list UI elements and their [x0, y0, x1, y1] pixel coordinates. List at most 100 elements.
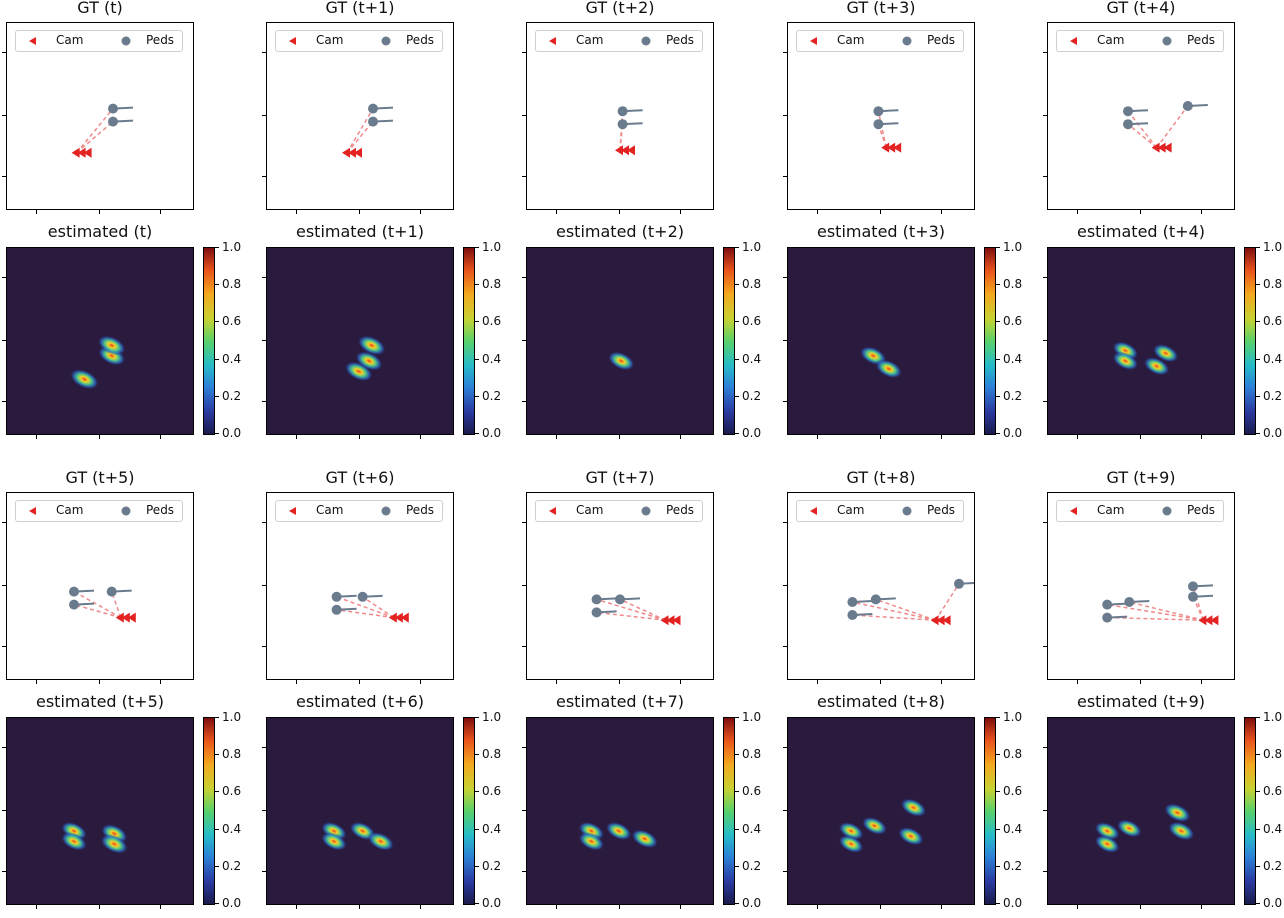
x-axis-tick	[1201, 435, 1203, 439]
colorbar-tick	[735, 358, 739, 360]
y-axis-tick	[522, 521, 526, 523]
x-axis-tick	[680, 680, 682, 684]
colorbar	[1244, 717, 1256, 905]
colorbar-tick-label: 0.4	[222, 821, 242, 836]
colorbar-tick	[996, 433, 1000, 434]
y-axis-tick	[783, 401, 787, 403]
legend-peds-label: Peds	[146, 33, 175, 47]
x-axis-tick	[295, 905, 297, 909]
cam-marker	[672, 615, 681, 626]
heatmap-blob	[97, 335, 126, 356]
y-axis-tick	[262, 521, 266, 523]
gt-panel: GT (t+7) Cam Peds	[522, 468, 766, 700]
heatmap-area	[1047, 717, 1235, 905]
cam-ped-link	[1155, 105, 1189, 149]
panel-title: estimated (t+4)	[1077, 222, 1205, 241]
y-axis-tick	[783, 585, 787, 586]
gt-panel: GT (t+2) Cam Peds	[522, 0, 766, 230]
colorbar-tick	[996, 865, 1000, 867]
heatmap-panel: estimated (t+9) 1.0 0.8 0.6 0.4 0.2 0.0	[1043, 688, 1284, 918]
x-axis-tick	[160, 905, 162, 909]
legend-peds-marker	[381, 36, 391, 46]
colorbar-tick-label: 0.0	[482, 896, 502, 910]
cam-ped-link	[362, 596, 395, 619]
x-axis-tick	[816, 435, 818, 439]
colorbar-tick-label: 1.0	[482, 710, 502, 724]
heatmap-panel: estimated (t+7) 1.0 0.8 0.6 0.4 0.2 0.0	[522, 688, 766, 918]
heatmap-blob	[69, 368, 100, 390]
colorbar-tick-label: 0.2	[1003, 388, 1023, 403]
x-axis-tick	[680, 210, 682, 214]
x-axis-tick	[420, 210, 422, 214]
gt-panel: GT (t+5) Cam Peds	[2, 468, 246, 700]
cam-ped-link	[1129, 601, 1204, 621]
colorbar-tick-label: 0.8	[1003, 277, 1023, 292]
gt-plot-area: Cam Peds	[787, 492, 975, 680]
cam-marker	[627, 145, 635, 156]
legend: Cam Peds	[535, 30, 703, 52]
heatmap-panel: estimated (t+8) 1.0 0.8 0.6 0.4 0.2 0.0	[783, 688, 1027, 918]
cam-ped-link	[596, 598, 666, 621]
y-axis-tick	[522, 646, 526, 648]
y-axis-tick	[2, 521, 6, 523]
y-axis-tick	[522, 276, 526, 278]
colorbar-tick-label: 0.2	[1263, 388, 1283, 403]
x-axis-tick	[1201, 210, 1203, 214]
colorbar-tick-label: 0.6	[1263, 784, 1283, 799]
y-axis-tick	[2, 746, 6, 748]
y-axis-tick	[1043, 585, 1047, 586]
y-axis-tick	[2, 871, 6, 873]
colorbar-tick	[475, 433, 479, 434]
ped-marker	[870, 594, 881, 605]
gt-panel: GT (t) Cam Peds	[2, 0, 246, 230]
legend-cam-label: Cam	[576, 503, 604, 517]
x-axis-tick	[619, 905, 620, 909]
heatmap-blob	[861, 816, 888, 835]
gt-plot-area: Cam Peds	[1047, 492, 1235, 680]
y-axis-tick	[262, 276, 266, 278]
x-axis-tick	[420, 905, 422, 909]
x-axis-tick	[1076, 435, 1078, 439]
panel-title: GT (t+9)	[1106, 468, 1176, 487]
colorbar-tick	[996, 828, 1000, 830]
cam-marker	[1210, 615, 1219, 626]
cam-marker	[1157, 142, 1166, 153]
cam-ped-link	[852, 614, 936, 621]
cam-marker	[388, 612, 397, 623]
cam-marker	[394, 612, 403, 623]
colorbar-tick-label: 1.0	[482, 240, 502, 254]
y-axis-tick	[1043, 521, 1047, 523]
colorbar	[984, 247, 996, 435]
cam-ped-link	[1127, 123, 1158, 149]
colorbar-tick-label: 1.0	[742, 240, 762, 254]
colorbar-tick-label: 0.6	[482, 784, 502, 799]
legend-markers	[549, 36, 651, 46]
colorbar-tick-label: 0.6	[222, 784, 242, 799]
legend-peds-label: Peds	[406, 33, 435, 47]
gt-plot-area: Cam Peds	[526, 22, 714, 210]
legend-cam-marker	[1070, 37, 1077, 45]
legend-cam-label: Cam	[316, 33, 344, 47]
x-axis-tick	[1140, 905, 1141, 909]
colorbar-tick	[735, 828, 739, 830]
ped-marker	[615, 594, 625, 605]
x-axis-tick	[1201, 905, 1203, 909]
y-axis-tick	[783, 810, 787, 811]
x-axis-tick	[1140, 435, 1141, 439]
colorbar-tick-label: 0.6	[1003, 784, 1023, 799]
colorbar-tick-label: 0.6	[482, 314, 502, 329]
colorbar-tick	[215, 321, 219, 323]
y-axis-tick	[1043, 871, 1047, 873]
colorbar-tick-label: 0.4	[1263, 821, 1283, 836]
y-axis-tick	[522, 871, 526, 873]
cam-marker	[115, 612, 124, 623]
heatmap-panel: estimated (t+3) 1.0 0.8 0.6 0.4 0.2 0.0	[783, 218, 1027, 448]
colorbar-tick	[735, 321, 739, 323]
colorbar-tick-label: 0.2	[222, 858, 242, 873]
gt-panel: GT (t+8) Cam Peds	[783, 468, 1027, 700]
cam-marker	[942, 615, 951, 626]
heatmap-area	[6, 717, 194, 905]
x-axis-tick	[941, 680, 943, 684]
x-axis-tick	[359, 210, 360, 214]
legend-peds-marker	[1162, 506, 1172, 516]
